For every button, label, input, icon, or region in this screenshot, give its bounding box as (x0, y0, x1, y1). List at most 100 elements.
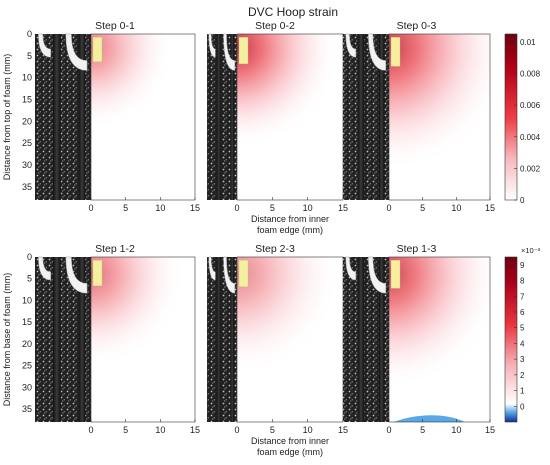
y-tick-label: 0 (27, 29, 32, 39)
plot-frame (90, 256, 196, 423)
y-tick-label: 10 (22, 73, 32, 83)
y-tick-label: 30 (22, 160, 32, 170)
x-tick-label: 15 (190, 425, 200, 435)
heatmap-field (237, 257, 343, 422)
x-tick-label: 5 (123, 425, 128, 435)
ct-image-insert (223, 256, 236, 294)
heatmap-field (237, 34, 343, 200)
colorbar-tick-label: 0 (520, 402, 525, 411)
x-tick-label: 10 (451, 425, 461, 435)
inner-edge-marker (238, 260, 249, 287)
y-axis-label: Distance from base of foam (mm) (2, 273, 12, 407)
x-tick-label: 15 (190, 203, 200, 213)
panel-step-1-3: Step 1-3 0 5 10 15 (343, 243, 495, 435)
panel-step-0-1: Step 0-1 0 5 10 15 0 5 10 15 20 25 30 35 (22, 20, 200, 213)
x-tick-label: 5 (270, 203, 275, 213)
panel-title: Step 0-2 (255, 20, 295, 32)
chart-row-2: Distance from base of foam (mm) Step 1-2 0… (2, 243, 541, 457)
x-tick-label: 10 (303, 203, 313, 213)
colorbar-scale (504, 33, 518, 201)
plot-area: Distance from top of foam (mm) Step 0-1 0 5… (2, 20, 541, 457)
panel-title: Step 0-3 (397, 20, 437, 32)
colorbar-tick-label: 0.004 (520, 133, 541, 142)
ct-image-wall (357, 257, 365, 422)
x-tick-label: 0 (234, 425, 239, 435)
y-tick-label: 15 (22, 95, 32, 105)
colorbar-tick-label: 6 (520, 308, 525, 317)
ct-image-insert (208, 33, 216, 58)
colorbar-tick-label: 1 (520, 387, 525, 396)
ct-image-insert (368, 256, 387, 294)
y-tick-label: 15 (22, 317, 32, 327)
colorbar-tick-label: 2 (520, 371, 525, 380)
y-tick-label: 5 (27, 51, 32, 61)
colorbar: 0 0.002 0.004 0.006 0.008 0.01 (504, 33, 541, 205)
x-axis-label: foam edge (mm) (257, 447, 323, 457)
inner-edge-marker (390, 260, 401, 289)
x-tick-label: 15 (338, 425, 348, 435)
ct-image-wall (378, 257, 385, 422)
ct-image-wall (357, 34, 365, 200)
x-tick-label: 5 (123, 203, 128, 213)
x-axis-label: Distance from inner (251, 214, 329, 224)
ct-image-insert (368, 33, 387, 71)
ct-image-insert (38, 256, 51, 281)
ct-image-wall (78, 34, 86, 200)
ct-image-insert (345, 256, 357, 281)
plot-frame (90, 33, 196, 201)
inner-edge-marker (92, 37, 103, 63)
colorbar-tick-label: 7 (520, 292, 525, 301)
chart-row-1: Distance from top of foam (mm) Step 0-1 0 5… (2, 20, 541, 235)
colorbar-tick-label: 0 (520, 196, 525, 205)
x-tick-label: 10 (303, 425, 313, 435)
y-tick-label: 35 (22, 404, 32, 414)
inner-edge-marker (92, 260, 103, 287)
x-tick-label: 10 (155, 203, 165, 213)
colorbar-tick-label: 0.006 (520, 101, 541, 110)
x-tick-label: 15 (485, 425, 495, 435)
y-tick-label: 5 (27, 274, 32, 284)
ct-image-insert (65, 33, 88, 71)
ct-image-insert (345, 33, 357, 58)
panel-title: Step 1-2 (95, 243, 135, 255)
ct-image-insert (65, 256, 88, 294)
colorbar-tick-label: 8 (520, 277, 525, 286)
ct-image-wall (52, 34, 61, 200)
ct-image-wall (216, 34, 221, 200)
x-tick-label: 0 (234, 203, 239, 213)
ct-image-insert (223, 33, 236, 71)
inner-edge-marker (390, 37, 401, 67)
colorbar: 0 1 2 3 4 5 6 7 8 9 ×10⁻³ (504, 246, 541, 423)
x-tick-label: 5 (420, 203, 425, 213)
panel-title: Step 1-3 (397, 243, 437, 255)
x-tick-label: 10 (155, 425, 165, 435)
panel-step-1-2: Step 1-2 0 5 10 15 0 5 10 15 20 25 30 35 (22, 243, 200, 435)
heatmap-field (389, 34, 490, 200)
x-axis-label: Distance from inner (251, 436, 329, 446)
ct-image-wall (230, 257, 234, 422)
plot-frame (388, 256, 491, 423)
y-tick-label: 10 (22, 295, 32, 305)
y-tick-label: 20 (22, 116, 32, 126)
inner-edge-marker (238, 37, 249, 65)
x-tick-label: 10 (451, 203, 461, 213)
colorbar-tick-label: 9 (520, 261, 525, 270)
y-tick-label: 35 (22, 182, 32, 192)
negative-strain-region (394, 415, 465, 422)
colorbar-multiplier: ×10⁻³ (521, 246, 541, 255)
figure-title: DVC Hoop strain (248, 5, 338, 19)
x-tick-label: 0 (386, 425, 391, 435)
heatmap-field (91, 34, 195, 200)
ct-image-wall (378, 34, 385, 200)
ct-image-wall (216, 257, 221, 422)
ct-image-insert (38, 33, 51, 58)
ct-image-wall (230, 34, 234, 200)
colorbar-tick-label: 0.01 (520, 38, 536, 47)
colorbar-tick-label: 5 (520, 324, 525, 333)
heatmap-field (91, 257, 195, 422)
x-tick-label: 15 (338, 203, 348, 213)
panel-title: Step 2-3 (255, 243, 295, 255)
